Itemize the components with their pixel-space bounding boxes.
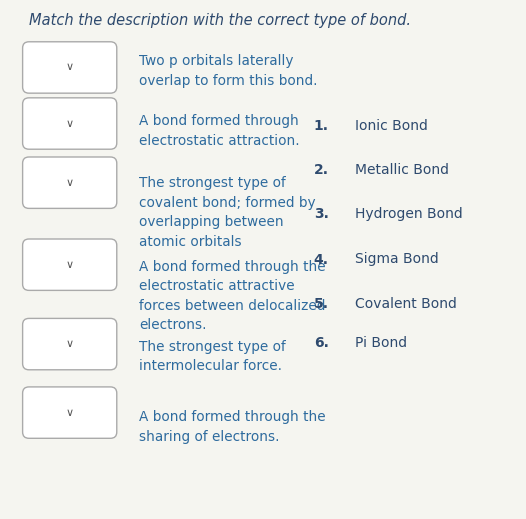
FancyBboxPatch shape — [23, 318, 117, 370]
Text: ∨: ∨ — [66, 260, 74, 270]
Text: Pi Bond: Pi Bond — [355, 336, 407, 349]
Text: A bond formed through the
sharing of electrons.: A bond formed through the sharing of ele… — [139, 410, 326, 444]
Text: 4.: 4. — [313, 253, 329, 266]
Text: The strongest type of
intermolecular force.: The strongest type of intermolecular for… — [139, 340, 286, 374]
Text: A bond formed through the
electrostatic attractive
forces between delocalized
el: A bond formed through the electrostatic … — [139, 260, 326, 332]
Text: 1.: 1. — [313, 119, 329, 132]
FancyBboxPatch shape — [23, 98, 117, 149]
Text: 5.: 5. — [313, 297, 329, 311]
FancyBboxPatch shape — [23, 239, 117, 291]
Text: Ionic Bond: Ionic Bond — [355, 119, 428, 132]
Text: Hydrogen Bond: Hydrogen Bond — [355, 207, 463, 221]
Text: Metallic Bond: Metallic Bond — [355, 163, 449, 177]
Text: 2.: 2. — [313, 163, 329, 177]
Text: The strongest type of
covalent bond; formed by
overlapping between
atomic orbita: The strongest type of covalent bond; for… — [139, 176, 316, 249]
Text: 6.: 6. — [314, 336, 329, 349]
FancyBboxPatch shape — [23, 157, 117, 208]
Text: A bond formed through
electrostatic attraction.: A bond formed through electrostatic attr… — [139, 114, 300, 148]
FancyBboxPatch shape — [23, 42, 117, 93]
Text: ∨: ∨ — [66, 118, 74, 129]
Text: ∨: ∨ — [66, 339, 74, 349]
Text: Covalent Bond: Covalent Bond — [355, 297, 457, 311]
Text: ∨: ∨ — [66, 407, 74, 418]
Text: ∨: ∨ — [66, 177, 74, 188]
Text: ∨: ∨ — [66, 62, 74, 73]
Text: Sigma Bond: Sigma Bond — [355, 253, 439, 266]
Text: 3.: 3. — [314, 207, 329, 221]
Text: Two p orbitals laterally
overlap to form this bond.: Two p orbitals laterally overlap to form… — [139, 54, 318, 88]
Text: Match the description with the correct type of bond.: Match the description with the correct t… — [29, 13, 411, 28]
FancyBboxPatch shape — [23, 387, 117, 438]
